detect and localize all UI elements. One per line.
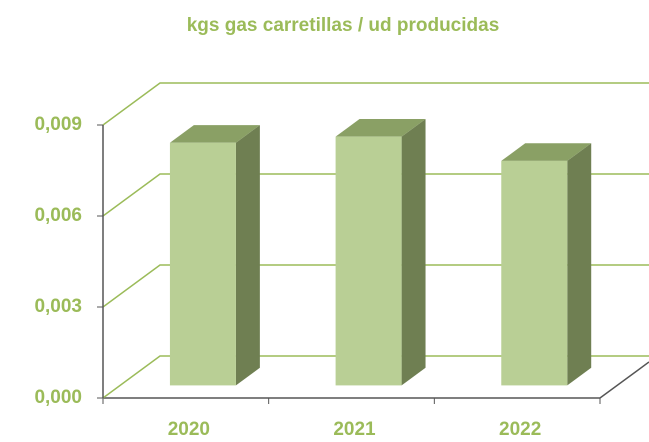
x-tick-label: 2021	[333, 419, 376, 440]
grid-line	[102, 264, 649, 308]
x-tick-label: 2022	[499, 419, 541, 440]
bar-top	[169, 125, 260, 143]
bar-side	[235, 125, 260, 386]
chart-title: kgs gas carretillas / ud producidas	[187, 15, 500, 36]
bar	[335, 136, 402, 386]
x-tick-label: 2020	[168, 419, 210, 440]
y-tick-label: 0,003	[34, 296, 82, 317]
bar	[169, 142, 236, 386]
bar	[501, 160, 568, 386]
bar-side	[401, 119, 426, 386]
y-tick-label: 0,000	[34, 387, 82, 408]
bar-top	[335, 119, 426, 137]
bar-top	[501, 143, 592, 161]
bar-side	[567, 143, 592, 386]
grid-line	[102, 355, 649, 399]
y-tick-label: 0,006	[34, 205, 82, 226]
grid-line	[102, 173, 649, 217]
y-tick-label: 0,009	[34, 114, 82, 135]
grid-line	[102, 82, 649, 126]
